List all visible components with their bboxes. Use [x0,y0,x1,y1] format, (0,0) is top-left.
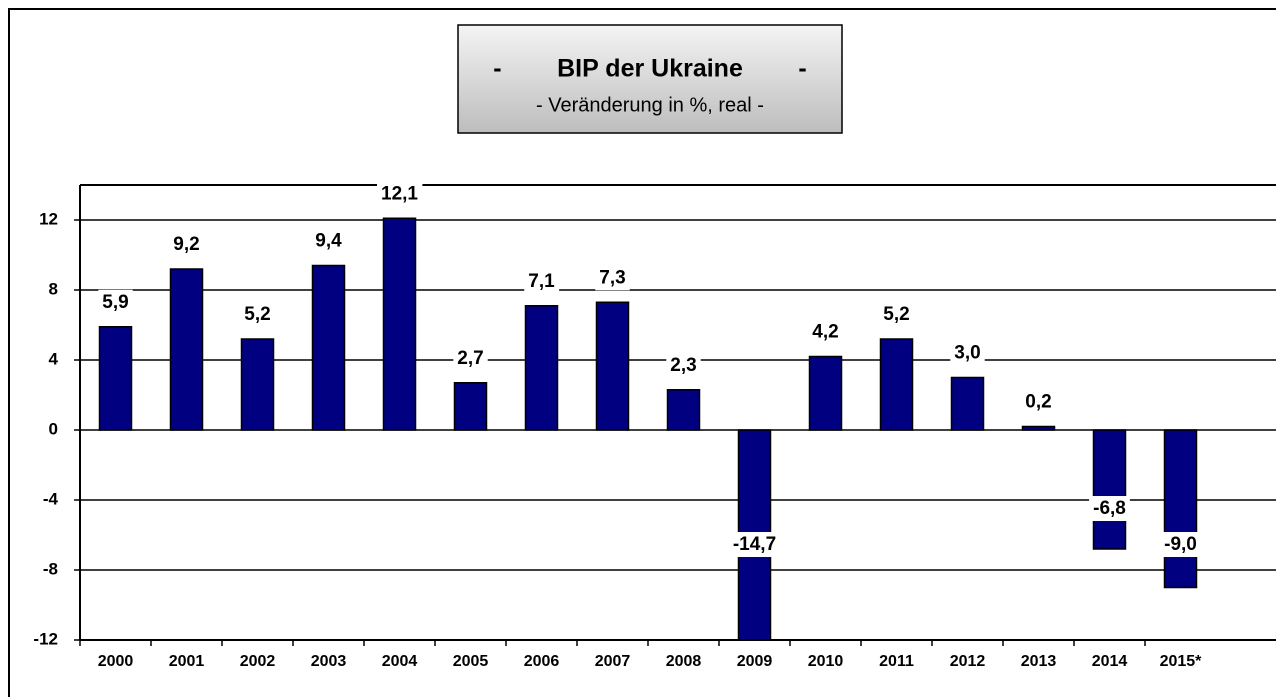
value-label-bg [524,268,560,294]
x-tick-label: 2001 [169,653,205,670]
y-tick-label: -12 [33,629,58,648]
x-tick-label: 2006 [524,653,560,670]
x-tick-label: 2005 [453,653,489,670]
value-label-bg [595,265,630,291]
bar [453,382,488,431]
bar [950,376,985,431]
x-tick-label: 2009 [737,653,773,670]
x-tick-label: 2015* [1160,653,1203,670]
value-label-bg [377,181,423,207]
bar [311,264,346,431]
bar [1163,429,1198,589]
bar [595,301,630,431]
title-box [457,24,843,134]
foreground: -12 -8 -4 0 4 8 12 2000 5,9 2001 9,2 2002 5,2 2003 9,4… [33,181,1276,670]
x-tick-label: 2014 [1092,653,1128,670]
value-label: -14,7 [733,534,776,555]
y-tick-label: 12 [39,209,58,228]
x-tick-label: 2003 [311,653,347,670]
value-label: 2,3 [670,355,696,376]
bar [666,389,701,431]
chart-title: - BIP der Ukraine - [493,55,807,83]
bar [240,338,275,431]
x-tick-label: 2007 [595,653,631,670]
value-label: 12,1 [381,183,418,204]
x-tick-label: 2008 [666,653,702,670]
bar [382,217,417,431]
chart-subtitle: - Veränderung in %, real - [536,94,764,116]
y-tick-label: 4 [49,349,59,368]
y-tick-label: -8 [43,559,58,578]
value-label: 5,9 [102,292,128,313]
value-label-bg [879,302,914,328]
x-tick-label: 2002 [240,653,276,670]
value-label-bg [169,232,204,258]
value-label-bg [240,302,275,328]
x-tick-label: 2000 [98,653,134,670]
value-label: -9,0 [1164,534,1197,555]
value-label: 4,2 [812,322,838,343]
value-label-bg [728,532,781,558]
bar [737,429,772,640]
value-label-bg [1021,389,1056,415]
x-tick-label: 2004 [382,653,418,670]
x-tick-label: 2011 [879,653,914,670]
value-label-bg [1089,496,1130,522]
y-tick-label: 8 [49,279,58,298]
x-tick-label: 2010 [808,653,844,670]
value-label-bg [950,340,985,366]
bar [1092,429,1127,550]
value-label-bg [311,228,347,254]
bar [1021,425,1056,431]
value-label: 7,3 [599,267,625,288]
value-label: 9,4 [315,231,342,252]
bar [808,355,843,431]
bar [169,268,204,431]
value-label-bg [808,319,843,345]
value-label: 2,7 [457,348,483,369]
value-label: 7,1 [528,271,555,292]
value-label: 5,2 [244,304,270,325]
y-tick-label: 0 [49,419,58,438]
value-label-bg [666,352,701,378]
frame [8,8,1276,697]
y-tick-label: -4 [43,489,59,508]
value-label: -6,8 [1093,498,1126,519]
value-label-bg [1160,532,1201,558]
x-tick-label: 2013 [1021,653,1057,670]
value-label: 0,2 [1025,392,1051,413]
x-tick-label: 2012 [950,653,986,670]
value-label: 5,2 [883,304,909,325]
value-label-bg [98,289,133,315]
value-label-bg [453,345,488,371]
value-label: 9,2 [173,234,199,255]
bar [879,338,914,431]
value-label: 3,0 [954,343,980,364]
bar [98,326,133,431]
bars [98,217,1198,640]
bar [524,305,559,431]
